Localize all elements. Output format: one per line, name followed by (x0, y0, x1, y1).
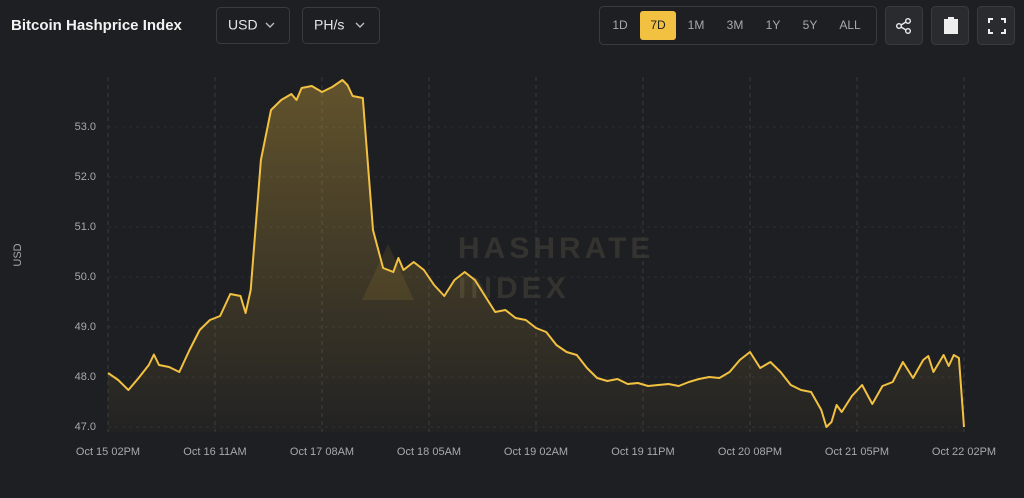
share-icon (896, 18, 912, 35)
fullscreen-icon (988, 18, 1006, 34)
share-button[interactable] (885, 6, 923, 45)
x-tick-label: Oct 16 11AM (183, 446, 246, 458)
x-tick-label: Oct 22 02PM (932, 446, 996, 458)
x-tick-label: Oct 17 08AM (290, 446, 354, 458)
range-button-label[interactable]: 1M (688, 18, 705, 32)
range-button-label[interactable]: 7D (650, 18, 666, 32)
y-tick-label: 47.0 (75, 421, 96, 433)
y-tick-label: 51.0 (75, 221, 96, 233)
line (107, 79, 965, 428)
area-fill (108, 80, 964, 432)
dropdown-caret (355, 22, 365, 28)
currency-dropdown[interactable] (216, 7, 290, 44)
range-button-label[interactable]: 1D (612, 18, 628, 32)
x-tick-label: Oct 20 08PM (718, 446, 782, 458)
range-button-active[interactable] (640, 11, 676, 40)
y-tick-label: 53.0 (75, 121, 96, 133)
range-button-label[interactable]: 1Y (766, 18, 781, 32)
x-tick-label: Oct 21 05PM (825, 446, 889, 458)
y-tick-label: 52.0 (75, 171, 96, 183)
range-button-label[interactable]: 3M (727, 18, 744, 32)
y-tick-label: 50.0 (75, 271, 96, 283)
range-button-label[interactable]: ALL (839, 18, 861, 32)
y-tick-label: 49.0 (75, 321, 96, 333)
unit-dropdown[interactable] (302, 7, 380, 44)
range-button-label[interactable]: 5Y (803, 18, 818, 32)
y-axis-label: USD (12, 243, 24, 266)
copy-icon (944, 17, 958, 34)
dropdown-caret (265, 22, 275, 28)
fullscreen-button[interactable] (977, 6, 1015, 45)
unit-label: PH/s (314, 17, 344, 33)
x-tick-label: Oct 19 11PM (611, 446, 674, 458)
currency-label: USD (228, 17, 258, 33)
chart-title: Bitcoin Hashprice Index (11, 17, 183, 34)
y-tick-label: 48.0 (75, 371, 96, 383)
x-tick-label: Oct 19 02AM (504, 446, 568, 458)
watermark: HASHRATE (458, 232, 654, 265)
x-tick-label: Oct 18 05AM (397, 446, 461, 458)
x-tick-label: Oct 15 02PM (76, 446, 140, 458)
